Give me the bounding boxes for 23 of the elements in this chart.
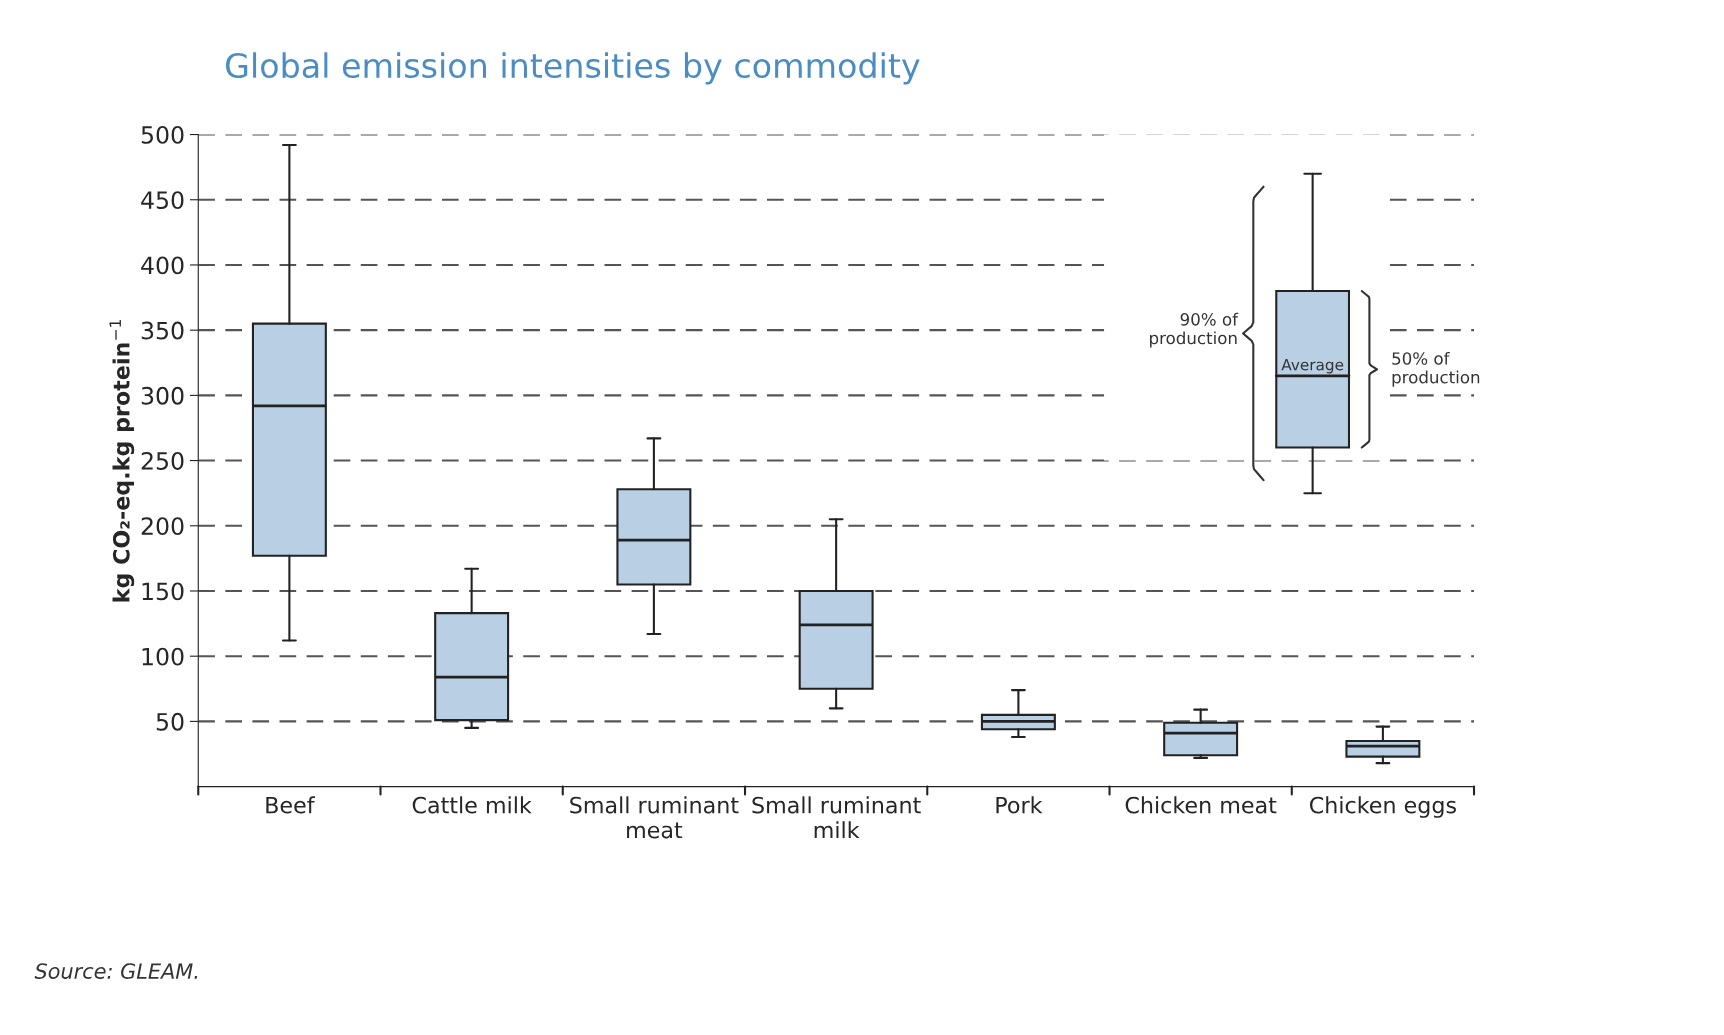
y-tick-label: 250 xyxy=(141,452,184,470)
annotation: 50% of production xyxy=(1392,351,1480,387)
x-tick-label: Small ruminant meat xyxy=(570,796,739,839)
y-tick-label: 500 xyxy=(141,126,184,144)
y-tick-label: 300 xyxy=(141,386,184,405)
y-tick-label: 50 xyxy=(156,712,184,731)
y-tick-label: 150 xyxy=(142,582,184,601)
x-tick-label: Chicken eggs xyxy=(1309,796,1456,818)
y-axis-title: kg CO₂-eq.kg protein$^{−1}$ xyxy=(109,319,135,602)
chart-title: Global emission intensities by commodity xyxy=(225,52,920,85)
y-tick-label: 350 xyxy=(141,321,184,340)
x-tick-label: Small ruminant milk xyxy=(752,796,921,839)
x-tick-label: Beef xyxy=(266,796,316,814)
y-tick-label: 450 xyxy=(141,191,184,210)
annotation: 90% of production xyxy=(1150,312,1239,348)
x-tick-label: Pork xyxy=(996,796,1043,814)
x-tick-label: Chicken meat xyxy=(1125,796,1277,814)
source-note: Source: GLEAM. xyxy=(34,963,198,979)
y-tick-label: 400 xyxy=(141,256,184,275)
y-tick-label: 200 xyxy=(141,517,184,536)
y-tick-label: 100 xyxy=(142,647,184,666)
annotation: Average xyxy=(1281,359,1344,374)
x-tick-label: Cattle milk xyxy=(412,796,532,814)
